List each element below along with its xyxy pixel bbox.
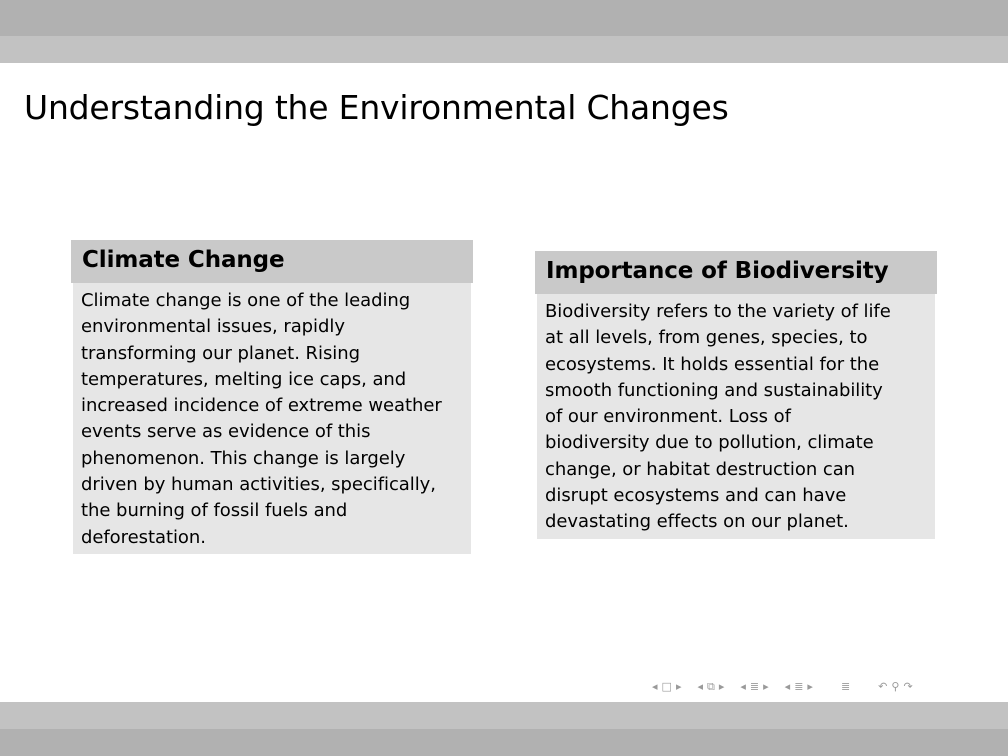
block-line: Biodiversity refers to the variety of li… xyxy=(545,301,891,322)
navigation-bar: ◂ □ ▸ ◂ ⧉ ▸ ◂ ≣ ▸ ◂ ≣ ▸ ≣ ↶ ⚲ ↷ xyxy=(652,679,913,695)
block-line: increased incidence of extreme weather xyxy=(81,395,442,417)
next-section-arrow-icon[interactable]: ▸ xyxy=(807,680,813,693)
search-icon[interactable]: ⚲ xyxy=(891,680,900,693)
block-title: Climate Change xyxy=(71,240,473,283)
outline-icon[interactable]: ≣ xyxy=(840,680,851,693)
block-line: environmental issues, rapidly xyxy=(81,316,345,338)
block-title: Importance of Biodiversity xyxy=(535,251,937,294)
block-line: transforming our planet. Rising xyxy=(81,342,360,364)
subsection-icon[interactable]: ≣ xyxy=(749,680,760,693)
forward-icon[interactable]: ↷ xyxy=(903,680,913,693)
block-line: Climate change is one of the leading xyxy=(81,290,411,311)
block-line: devastating effects on our planet. xyxy=(545,511,849,533)
block-line: smooth functioning and sustainability xyxy=(545,379,883,401)
block-body: Climate change is one of the leading env… xyxy=(73,283,471,554)
next-frame-arrow-icon[interactable]: ▸ xyxy=(718,680,725,693)
block-line: temperatures, melting ice caps, and xyxy=(81,368,407,390)
header-band-top xyxy=(0,0,1008,36)
block-line: the burning of fossil fuels and xyxy=(81,500,348,522)
frame-title: Understanding the Environmental Changes xyxy=(24,88,729,127)
block-line: disrupt ecosystems and can have xyxy=(545,485,847,507)
frame-icon[interactable]: ⧉ xyxy=(707,680,715,693)
block-line: change, or habitat destruction can xyxy=(545,458,856,480)
prev-slide-arrow-icon[interactable]: ◂ xyxy=(652,680,658,693)
block-line: phenomenon. This change is largely xyxy=(81,447,406,469)
block-line: at all levels, from genes, species, to xyxy=(545,327,868,349)
prev-section-arrow-icon[interactable]: ◂ xyxy=(784,680,791,693)
block-line: deforestation. xyxy=(81,526,206,548)
block-line: events serve as evidence of this xyxy=(81,421,371,443)
prev-frame-arrow-icon[interactable]: ◂ xyxy=(697,680,703,693)
footer-band-top xyxy=(0,702,1008,729)
header-band-bottom xyxy=(0,36,1008,63)
block-importance-of-biodiversity: Importance of Biodiversity Biodiversity … xyxy=(535,251,937,539)
back-icon[interactable]: ↶ xyxy=(878,680,888,693)
block-line: of our environment. Loss of xyxy=(545,406,791,428)
block-climate-change: Climate Change Climate change is one of … xyxy=(71,240,473,554)
section-icon[interactable]: ≣ xyxy=(794,680,804,693)
footer-band-bottom xyxy=(0,729,1008,756)
next-slide-arrow-icon[interactable]: ▸ xyxy=(675,680,682,693)
prev-subsection-arrow-icon[interactable]: ◂ xyxy=(740,680,746,693)
block-line: ecosystems. It holds essential for the xyxy=(545,353,880,375)
next-subsection-arrow-icon[interactable]: ▸ xyxy=(763,680,769,693)
block-body: Biodiversity refers to the variety of li… xyxy=(537,294,935,539)
slide-icon[interactable]: □ xyxy=(661,680,672,693)
block-line: driven by human activities, specifically… xyxy=(81,474,436,496)
block-line: biodiversity due to pollution, climate xyxy=(545,432,874,454)
